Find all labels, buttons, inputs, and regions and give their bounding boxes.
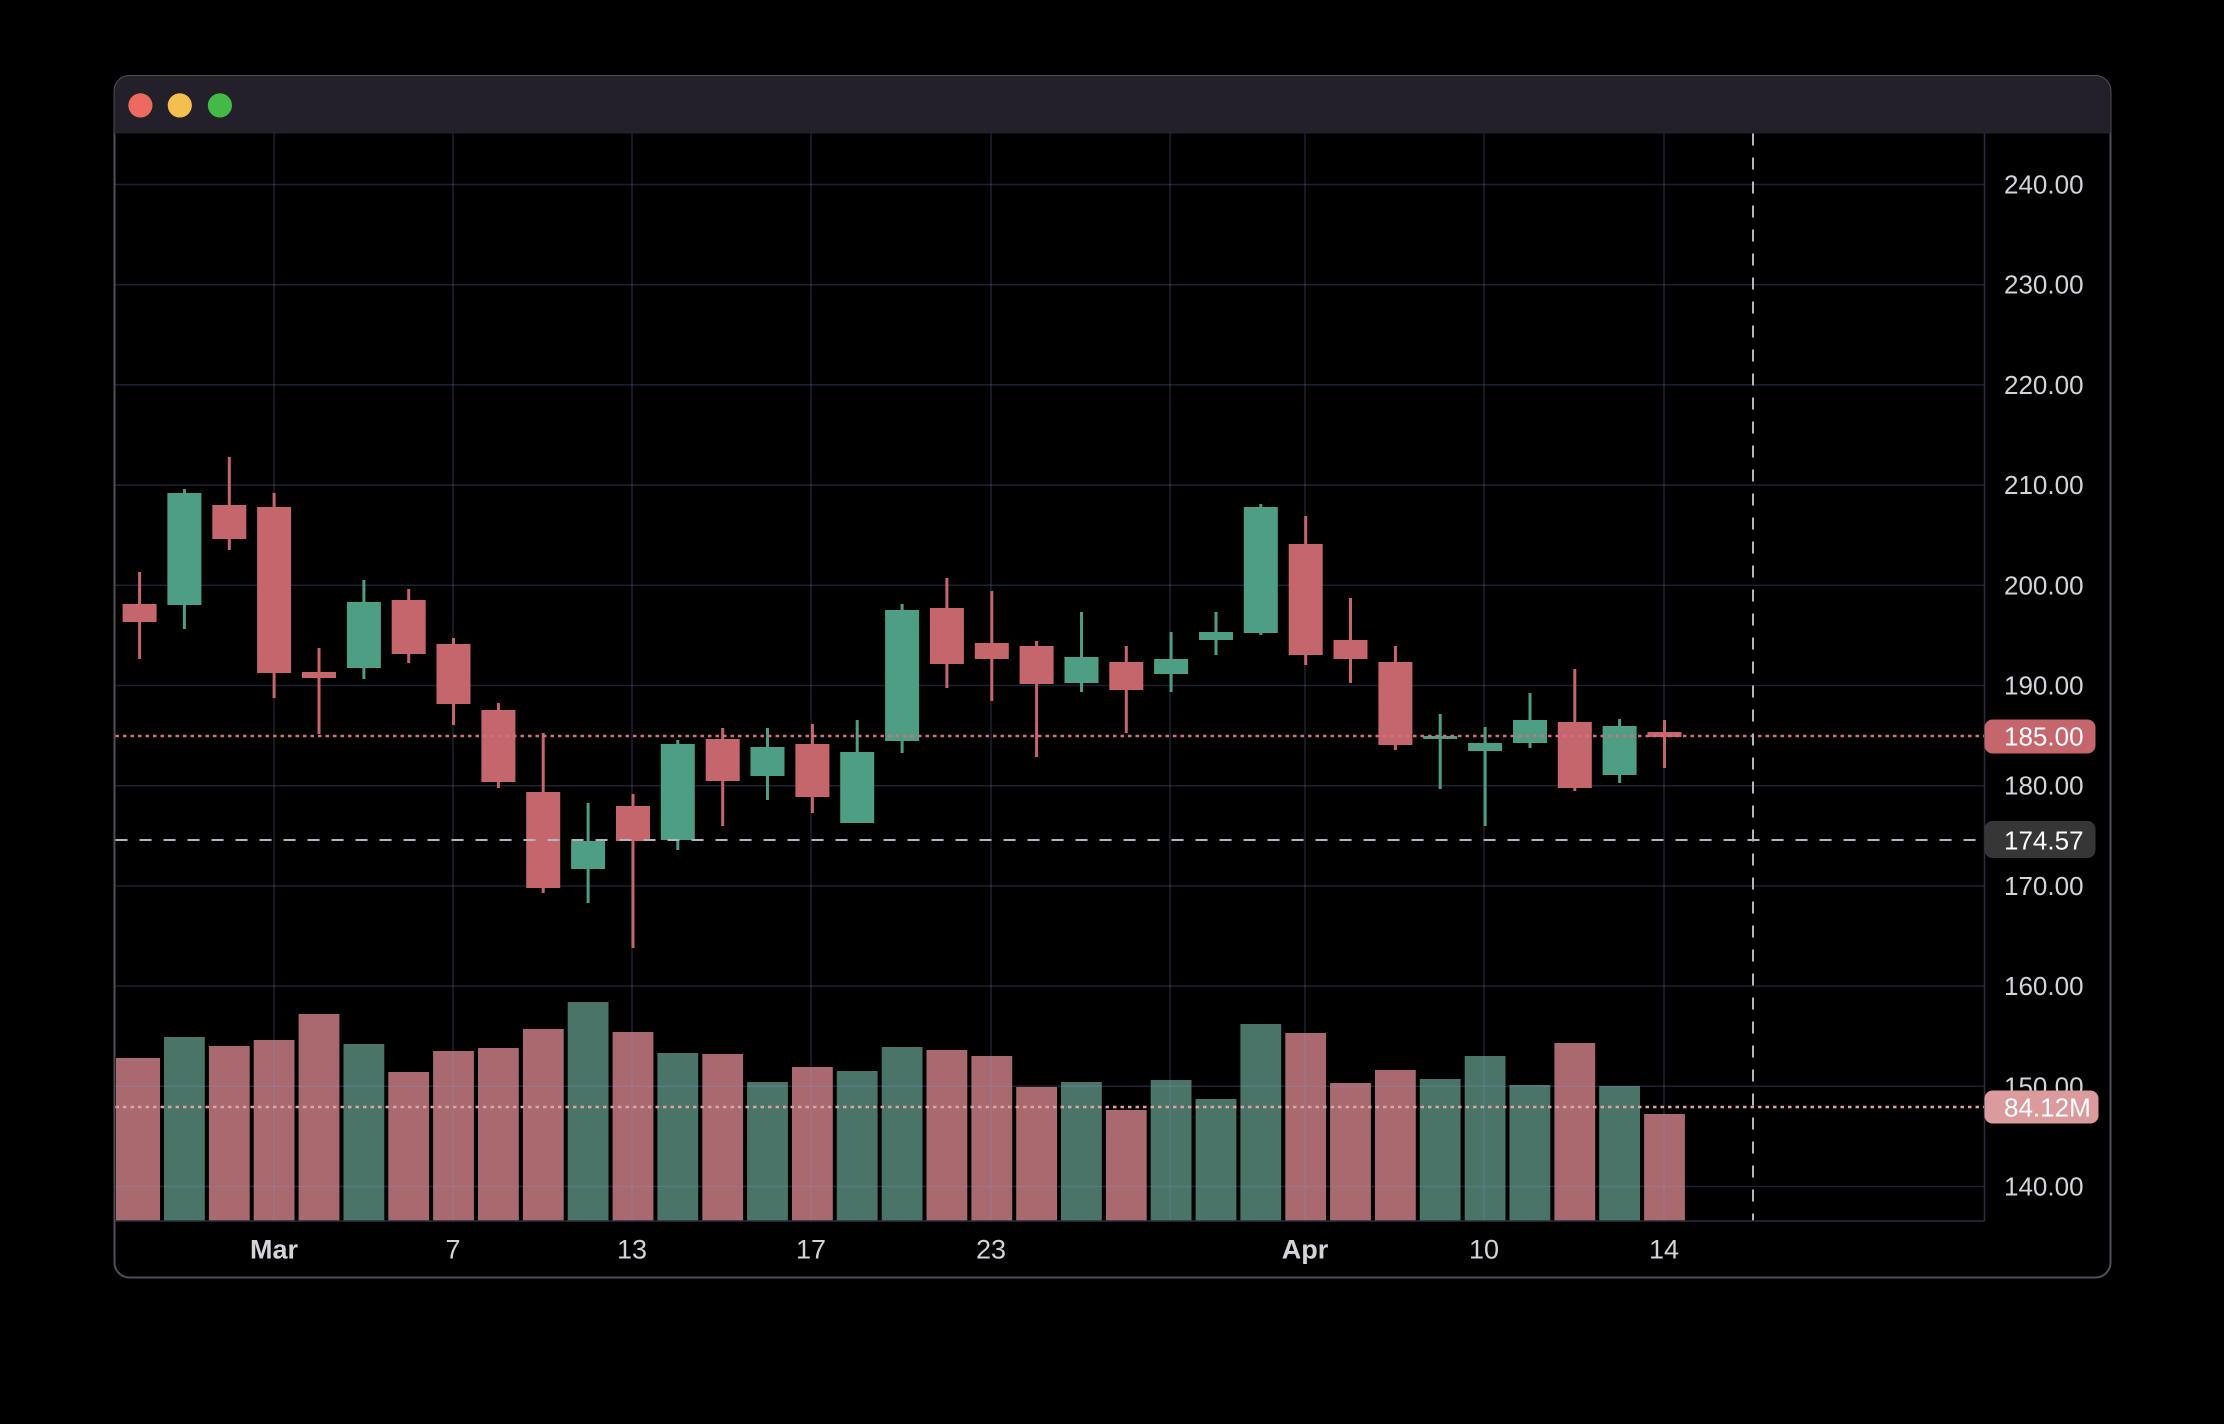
svg-text:13: 13 [617, 1235, 647, 1265]
svg-text:23: 23 [976, 1235, 1006, 1265]
svg-text:190.00: 190.00 [2004, 671, 2084, 701]
svg-text:Mar: Mar [250, 1235, 299, 1265]
svg-text:14: 14 [1649, 1235, 1679, 1265]
svg-text:220.00: 220.00 [2004, 370, 2084, 400]
svg-text:170.00: 170.00 [2004, 871, 2084, 901]
svg-text:240.00: 240.00 [2004, 170, 2084, 200]
svg-text:7: 7 [445, 1235, 460, 1265]
svg-text:160.00: 160.00 [2004, 971, 2084, 1001]
svg-text:84.12M: 84.12M [2004, 1093, 2091, 1123]
svg-text:230.00: 230.00 [2004, 270, 2084, 300]
svg-text:140.00: 140.00 [2004, 1172, 2084, 1202]
svg-text:180.00: 180.00 [2004, 771, 2084, 801]
svg-text:185.00: 185.00 [2004, 722, 2084, 752]
svg-text:17: 17 [796, 1235, 826, 1265]
svg-text:200.00: 200.00 [2004, 570, 2084, 600]
svg-text:210.00: 210.00 [2004, 470, 2084, 500]
svg-text:174.57: 174.57 [2004, 826, 2084, 856]
svg-text:10: 10 [1469, 1235, 1499, 1265]
svg-text:Apr: Apr [1282, 1235, 1329, 1265]
